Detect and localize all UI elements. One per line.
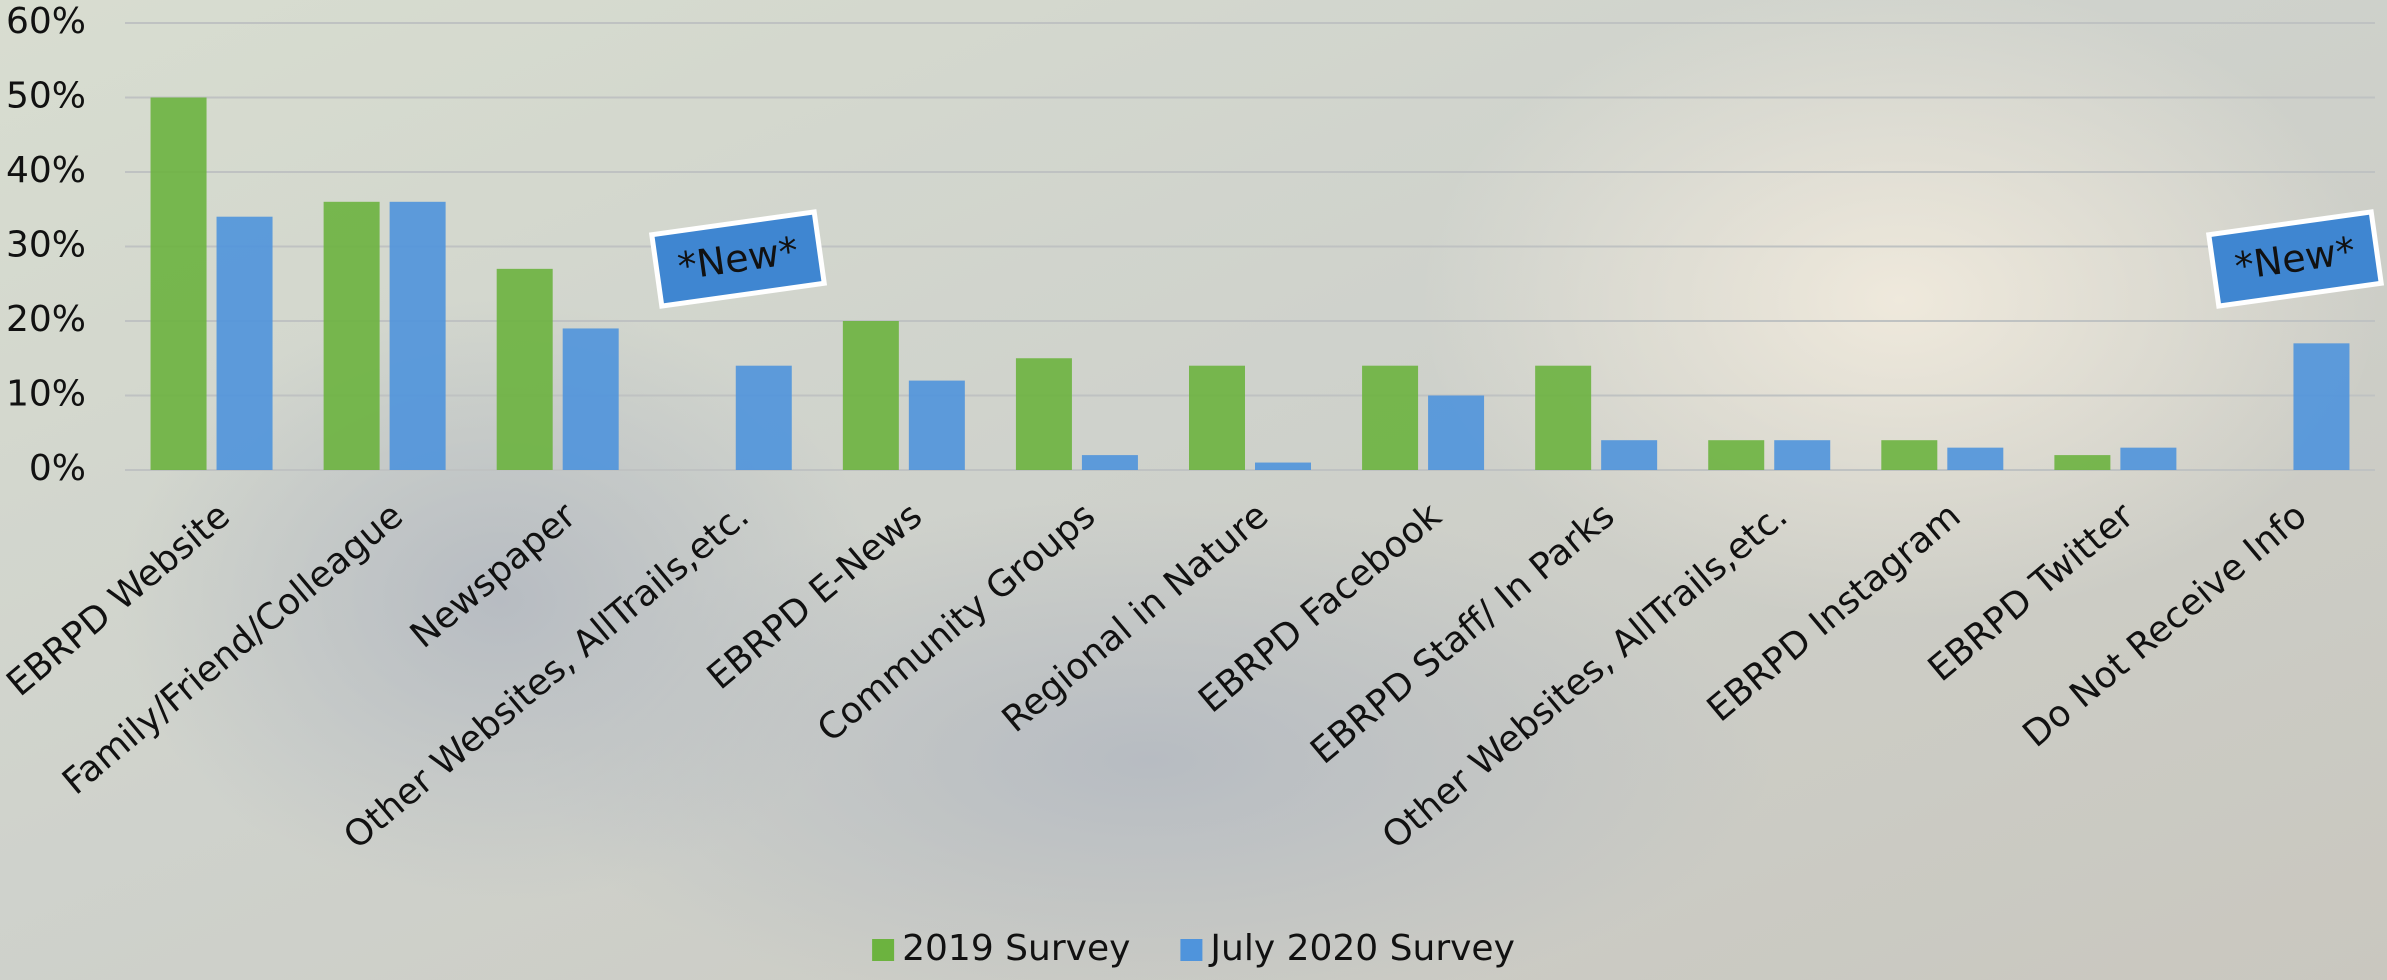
legend-item: July 2020 Survey (1180, 928, 1514, 969)
bar (1601, 440, 1657, 470)
chart: 0%10%20%30%40%50%60%EBRPD WebsiteFamily/… (0, 0, 2387, 980)
y-tick-label: 50% (6, 76, 86, 117)
bar (2293, 343, 2349, 470)
bar (324, 202, 380, 470)
bar (497, 269, 553, 470)
bar (736, 366, 792, 470)
legend-swatch (872, 939, 894, 961)
bar (1708, 440, 1764, 470)
bar (843, 321, 899, 470)
bar (1535, 366, 1591, 470)
y-tick-label: 30% (6, 225, 86, 266)
y-tick-label: 40% (6, 150, 86, 191)
bar (1255, 463, 1311, 470)
bar (217, 217, 273, 470)
legend-item: 2019 Survey (872, 928, 1130, 969)
bar (1947, 448, 2003, 470)
bar (1881, 440, 1937, 470)
bar (151, 98, 207, 471)
bar (1774, 440, 1830, 470)
legend-label: July 2020 Survey (1208, 928, 1514, 969)
bar (563, 328, 619, 470)
bar (2054, 455, 2110, 470)
bar (1016, 358, 1072, 470)
bar (2120, 448, 2176, 470)
bar (1428, 396, 1484, 471)
y-tick-label: 20% (6, 299, 86, 340)
y-tick-label: 0% (29, 448, 86, 489)
y-tick-label: 60% (6, 1, 86, 42)
bar (1189, 366, 1245, 470)
legend-label: 2019 Survey (902, 928, 1130, 969)
y-tick-label: 10% (6, 374, 86, 415)
legend-swatch (1180, 939, 1202, 961)
bar (909, 381, 965, 470)
bar (1362, 366, 1418, 470)
bar (1082, 455, 1138, 470)
bar (390, 202, 446, 470)
